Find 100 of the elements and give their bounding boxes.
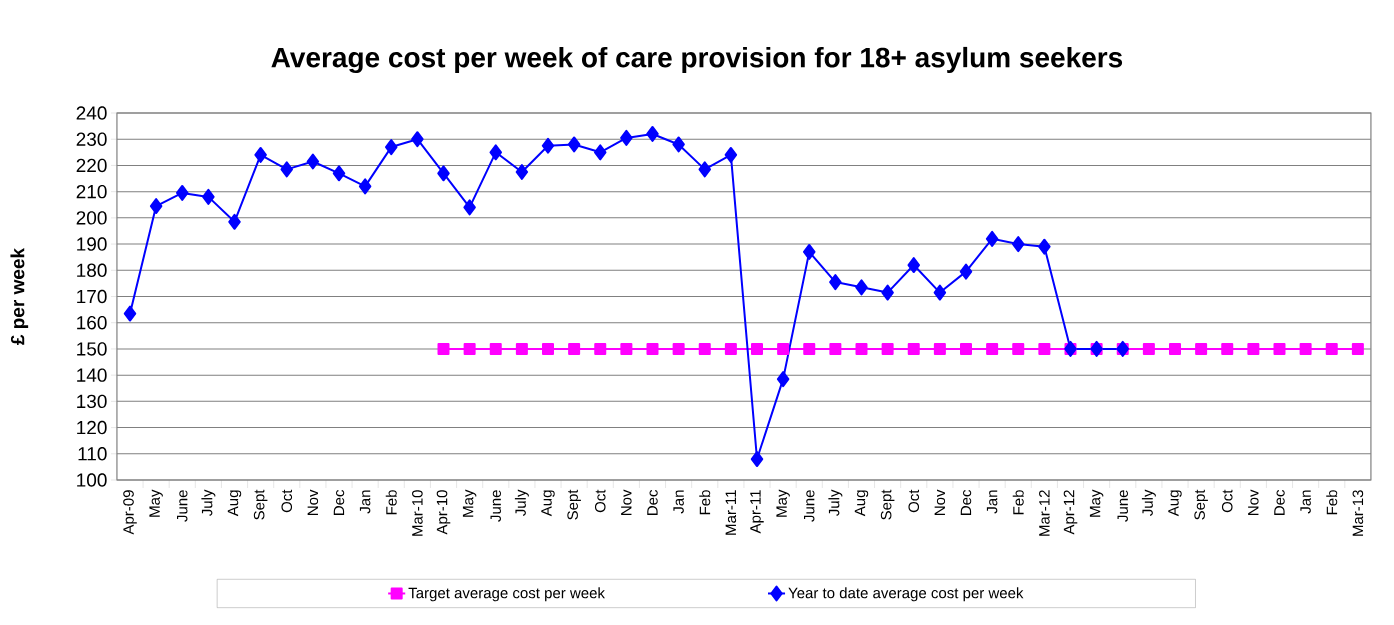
x-tick-label: Mar-10 [412, 490, 423, 536]
x-tick-label: July [828, 489, 843, 516]
x-tick-label: Mar-13 [1352, 490, 1364, 536]
point [594, 144, 607, 161]
point [463, 342, 476, 355]
point [855, 342, 868, 355]
point [855, 279, 868, 296]
x-tick-label: Aug [854, 490, 869, 517]
point [1142, 342, 1155, 355]
point [646, 125, 659, 142]
x-tick-label: Feb [1326, 490, 1338, 515]
point [411, 131, 424, 148]
point [1351, 342, 1364, 355]
point [724, 342, 737, 355]
y-tick-label: 160 [77, 315, 107, 330]
x-tick-label: Apr-09 [123, 490, 137, 535]
x-tick-label: Jan [673, 490, 684, 514]
point [724, 146, 738, 163]
point [254, 146, 267, 163]
legend-label: Year to date average cost per week [788, 587, 1024, 602]
x-tick-label: Mar-12 [1039, 490, 1050, 536]
y-tick-label: 200 [76, 211, 107, 225]
point [986, 342, 999, 355]
x-tick-label: Nov [934, 489, 946, 515]
point [829, 342, 842, 355]
x-tick-label: Sept [567, 489, 581, 520]
point [149, 198, 163, 215]
point [202, 188, 215, 205]
point [306, 153, 320, 170]
x-tick-label: July [1141, 489, 1156, 516]
x-tick-label: Mar-11 [725, 490, 737, 535]
y-tick-label: 190 [77, 237, 107, 251]
y-tick-label: 230 [76, 132, 107, 146]
point [698, 161, 711, 178]
x-tick-label: Feb [1012, 490, 1024, 515]
point [1325, 342, 1338, 355]
y-tick-label: 180 [77, 263, 107, 278]
x-tick-label: Oct [908, 489, 920, 513]
point [1038, 342, 1051, 355]
y-tick-label: 150 [77, 342, 107, 356]
y-tick-label: 210 [76, 184, 107, 199]
x-tick-label: June [490, 490, 501, 522]
x-tick-label: Oct [1221, 489, 1233, 513]
point [437, 342, 450, 355]
point [907, 342, 920, 355]
point [1221, 342, 1234, 355]
point [1168, 342, 1181, 355]
y-tick-label: 170 [77, 289, 107, 304]
x-tick-label: Sept [253, 489, 268, 520]
point [568, 342, 581, 355]
x-tick-label: Feb [385, 490, 397, 515]
y-tick-label: 120 [77, 420, 107, 435]
x-tick-label: Nov [307, 489, 319, 515]
x-tick-label: Jan [359, 490, 371, 514]
x-tick-label: June [177, 490, 188, 522]
y-tick-label: 140 [77, 368, 107, 382]
x-tick-label: Aug [1168, 490, 1182, 517]
point [646, 342, 659, 355]
x-tick-label: June [1117, 490, 1128, 522]
x-tick-label: July [201, 489, 216, 516]
x-tick-label: Oct [281, 489, 293, 513]
point [1012, 342, 1025, 355]
point [620, 342, 633, 355]
chart-title: Average cost per week of care provision for 18+ asylum seekers [271, 46, 1123, 74]
x-tick-label: Apr-11 [750, 490, 764, 534]
point [777, 342, 790, 355]
point [437, 165, 450, 182]
point [358, 178, 372, 195]
point [750, 451, 764, 468]
point [829, 274, 842, 291]
point [1038, 238, 1051, 255]
point [803, 342, 816, 355]
point [620, 129, 633, 146]
x-tick-label: Sept [880, 489, 895, 520]
point [123, 305, 137, 322]
x-tick-label: Dec [1274, 489, 1285, 515]
point [1273, 342, 1286, 355]
point [176, 184, 189, 201]
x-tick-label: June [804, 490, 815, 522]
x-tick-label: Nov [621, 489, 632, 515]
point [332, 165, 346, 182]
point [698, 342, 711, 355]
point [1195, 342, 1208, 355]
x-tick-label: Dec [647, 489, 658, 515]
y-tick-label: 110 [78, 447, 107, 461]
point [463, 199, 476, 216]
point [1011, 236, 1025, 253]
point [672, 342, 685, 355]
x-tick-label: Oct [594, 489, 606, 513]
point [933, 342, 946, 355]
point [542, 342, 554, 355]
x-tick-label: Dec [333, 489, 345, 515]
point [776, 371, 790, 388]
x-tick-label: Nov [1248, 489, 1259, 515]
legend-label: Target average cost per week [408, 587, 605, 602]
x-tick-label: Dec [960, 489, 972, 515]
point [881, 342, 894, 355]
point [515, 163, 529, 180]
x-tick-label: May [462, 489, 477, 517]
point [1299, 342, 1312, 355]
